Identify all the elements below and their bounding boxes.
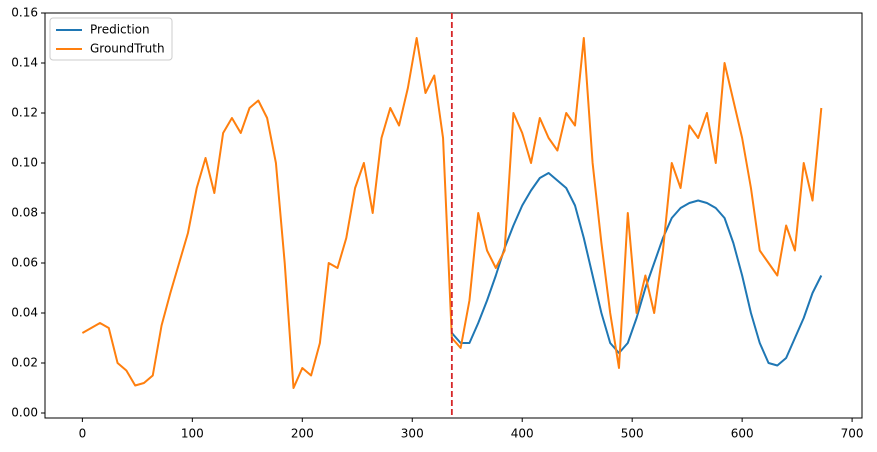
y-tick-label: 0.06	[11, 256, 38, 270]
x-tick-label: 200	[291, 427, 314, 441]
x-tick-label: 100	[181, 427, 204, 441]
x-tick-label: 600	[731, 427, 754, 441]
y-tick-label: 0.02	[11, 356, 38, 370]
legend-label: GroundTruth	[90, 42, 165, 56]
series-line	[451, 172, 823, 367]
y-tick-label: 0.16	[11, 6, 38, 20]
x-tick-label: 0	[79, 427, 87, 441]
y-tick-label: 0.08	[11, 206, 38, 220]
y-tick-label: 0.12	[11, 106, 38, 120]
y-tick-label: 0.14	[11, 56, 38, 70]
y-tick-label: 0.00	[11, 406, 38, 420]
y-tick-label: 0.10	[11, 156, 38, 170]
x-tick-label: 300	[401, 427, 424, 441]
x-tick-label: 400	[511, 427, 534, 441]
plot-frame	[44, 12, 863, 419]
x-tick-label: 500	[621, 427, 644, 441]
y-tick-label: 0.04	[11, 306, 38, 320]
legend-label: Prediction	[90, 23, 150, 37]
x-tick-label: 700	[841, 427, 864, 441]
